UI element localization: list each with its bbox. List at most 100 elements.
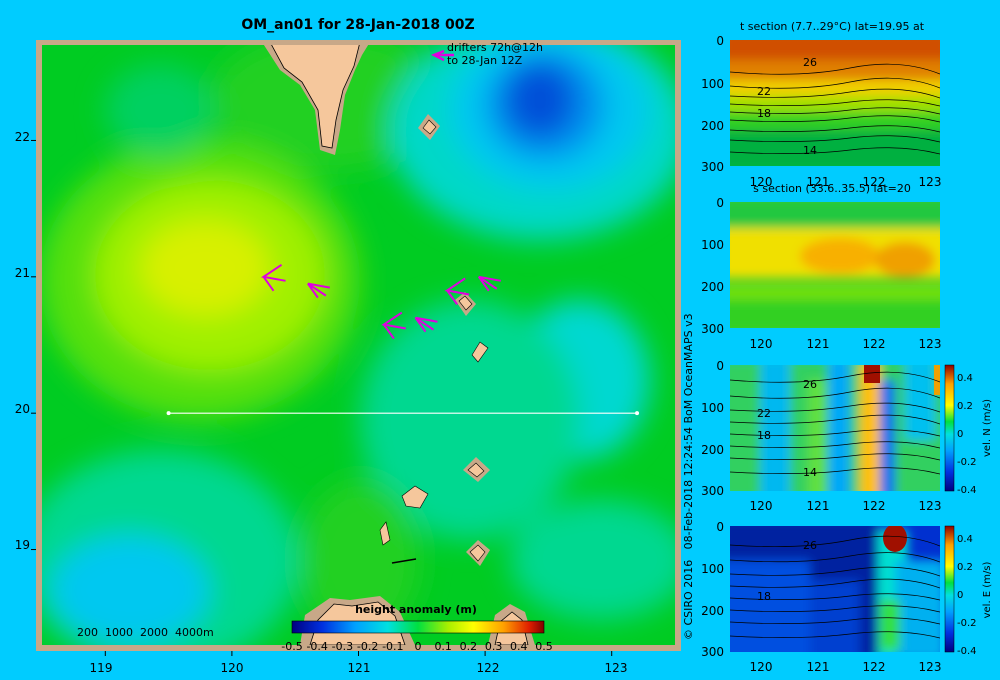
ve-xtick: 120 [750, 660, 773, 674]
ssh-colorbar-tick: 0.5 [535, 640, 553, 653]
s-xtick: 120 [750, 337, 773, 351]
s-section-axes: 0 100 200 300 120 121 122 123 [701, 196, 941, 351]
credit-text: © CSIRO 2016 08-Feb-2018 12:24:54 BoM Oc… [682, 313, 695, 640]
ve-colorbar: 0.4 0.2 0 -0.2 -0.4 vel. E (m/s) [944, 525, 993, 657]
ssh-field [42, 45, 675, 645]
vn-colorbar-label: vel. N (m/s) [982, 399, 993, 457]
ssh-colorbar-tick: -0.2 [357, 640, 378, 653]
vn-cb-tick: 0.4 [957, 373, 973, 384]
s-ytick: 200 [701, 280, 724, 294]
ssh-colorbar-tick: 0.1 [434, 640, 452, 653]
section-line-end [635, 411, 640, 416]
t-ytick: 300 [701, 160, 724, 174]
t-ytick: 100 [701, 77, 724, 91]
t-contour-label: 26 [803, 56, 817, 69]
ssh-colorbar-tick: 0.2 [460, 640, 478, 653]
drifter-track [414, 316, 438, 333]
vn-ytick: 100 [701, 401, 724, 415]
ve-cb-tick: 0 [957, 590, 963, 601]
vn-section-axes: 0 100 200 300 120 121 122 123 [701, 359, 941, 513]
ssh-colorbar-tick: -0.4 [306, 640, 327, 653]
ve-cb-tick: 0.4 [957, 534, 973, 545]
vn-contour-label: 18 [757, 429, 771, 442]
vn-section-field [730, 365, 940, 491]
map-xtick-label: 120 [221, 661, 244, 675]
drifter-track [381, 311, 406, 340]
ve-contour-label: 26 [803, 539, 817, 552]
t-contour-label: 22 [757, 85, 771, 98]
ssh-colorbar-tick: -0.1 [382, 640, 403, 653]
ssh-colorbar-tick: 0.4 [510, 640, 528, 653]
t-xtick: 123 [919, 175, 942, 189]
ve-cb-tick: -0.2 [957, 618, 977, 629]
vn-xtick: 121 [807, 499, 830, 513]
ve-ytick: 300 [701, 645, 724, 659]
drifter-track [444, 277, 470, 306]
map-xtick-label: 123 [605, 661, 628, 675]
drifter-track [260, 263, 286, 292]
vn-colorbar: 0.4 0.2 0 -0.2 -0.4 vel. N (m/s) [944, 364, 993, 496]
ve-ytick: 100 [701, 562, 724, 576]
map-xtick-label: 121 [348, 661, 371, 675]
s-section-field [730, 202, 940, 328]
vn-ytick: 200 [701, 443, 724, 457]
map-ytick-label: 20 [15, 402, 30, 416]
ssh-colorbar-tick: 0.3 [485, 640, 503, 653]
ve-xtick: 121 [807, 660, 830, 674]
ssh-colorbar-ticks: -0.5 -0.4 -0.3 -0.2 -0.1 0 0.1 0.2 0.3 0.4 0.5 [281, 640, 552, 653]
drifter-track [307, 282, 331, 299]
islands [379, 114, 490, 566]
s-xtick: 123 [919, 337, 942, 351]
ve-ytick: 0 [716, 520, 724, 534]
t-contour-label: 18 [757, 107, 771, 120]
vn-xtick: 122 [863, 499, 886, 513]
ve-section-field [730, 526, 940, 652]
t-xtick: 120 [750, 175, 773, 189]
ve-contour-label: 18 [757, 590, 771, 603]
map-axes: 119 120 121 122 123 22 21 20 19 [15, 130, 628, 675]
s-xtick: 122 [863, 337, 886, 351]
s-ytick: 100 [701, 238, 724, 252]
map-xtick-label: 122 [477, 661, 500, 675]
vn-xtick: 120 [750, 499, 773, 513]
map-ticks [31, 139, 613, 656]
ve-cb-tick: 0.2 [957, 562, 973, 573]
ssh-colorbar-label: height anomaly (m) [355, 603, 477, 616]
map-title: OM_an01 for 28-Jan-2018 00Z [241, 17, 474, 33]
ssh-colorbar-tick: -0.3 [332, 640, 353, 653]
ve-section-axes: 0 100 200 300 120 121 122 123 [701, 520, 941, 674]
vn-ytick: 0 [716, 359, 724, 373]
t-ytick: 0 [716, 34, 724, 48]
map-ytick-label: 19 [15, 538, 30, 552]
vn-cb-tick: 0.2 [957, 401, 973, 412]
ssh-colorbar: height anomaly (m) -0.5 -0.4 -0.3 -0.2 -0.1 0… [281, 603, 552, 653]
map-ytick-label: 22 [15, 130, 30, 144]
s-ytick: 300 [701, 322, 724, 336]
map-ytick-label: 21 [15, 266, 30, 280]
t-section-axes: 0 100 200 300 120 121 122 123 [701, 34, 941, 189]
drifters-label-2: to 28-Jan 12Z [447, 54, 523, 67]
ve-cb-tick: -0.4 [957, 646, 977, 657]
vn-cb-tick: -0.2 [957, 457, 977, 468]
depth-legend: 200 1000 2000 4000m [77, 626, 214, 639]
s-xtick: 121 [807, 337, 830, 351]
s-section-title: s section (33.6..35.5) lat=20 [753, 182, 911, 195]
s-ytick: 0 [716, 196, 724, 210]
drifters-label-1: drifters 72h@12h [447, 41, 543, 54]
t-section-title: t section (7.7..29°C) lat=19.95 at [740, 20, 925, 33]
ve-xtick: 122 [863, 660, 886, 674]
ssh-colorbar-tick: -0.5 [281, 640, 302, 653]
ve-colorbar-label: vel. E (m/s) [982, 561, 993, 618]
t-contour-label: 14 [803, 144, 817, 157]
vn-contour-label: 22 [757, 407, 771, 420]
t-xtick: 121 [807, 175, 830, 189]
vn-cb-tick: 0 [957, 429, 963, 440]
drifter-tracks [260, 263, 501, 340]
ve-xtick: 123 [919, 660, 942, 674]
map-xtick-label: 119 [90, 661, 113, 675]
ssh-colorbar-tick: 0 [415, 640, 422, 653]
t-section-field [730, 40, 940, 166]
drifter-legend: drifters 72h@12h to 28-Jan 12Z [430, 41, 543, 67]
t-xtick: 122 [863, 175, 886, 189]
